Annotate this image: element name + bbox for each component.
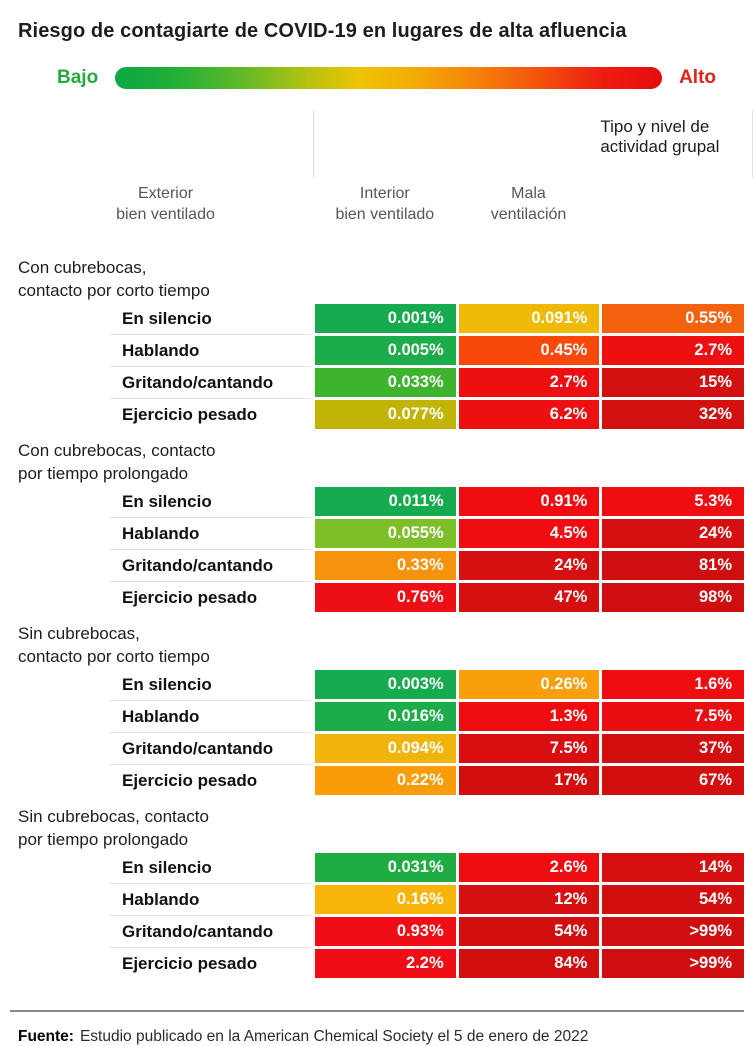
value-cell: 0.077% <box>315 400 456 429</box>
value-cell: 32% <box>602 400 744 429</box>
row-label: Gritando/cantando <box>18 366 313 397</box>
row-label: Hablando <box>18 883 313 914</box>
value-cell: 1.3% <box>458 702 600 731</box>
value-cell: 7.5% <box>458 734 600 763</box>
value-cell: 17% <box>458 766 600 795</box>
section-header: Con cubrebocas, contacto por corto tiempo <box>18 258 210 300</box>
value-cell: >99% <box>602 949 744 978</box>
column-divider <box>752 111 753 177</box>
value-cell: 0.16% <box>315 885 456 914</box>
value-cell: 0.055% <box>315 519 456 548</box>
value-cell: 5.3% <box>602 487 744 516</box>
value-cell: 84% <box>458 949 600 978</box>
row-label: Gritando/cantando <box>18 732 313 763</box>
page-title: Riesgo de contagiarte de COVID-19 en lug… <box>18 20 627 42</box>
value-cell: 37% <box>602 734 744 763</box>
source-label: Fuente: <box>18 1028 74 1045</box>
value-cell: 54% <box>602 885 744 914</box>
value-cell: 2.2% <box>315 949 456 978</box>
value-cell: 54% <box>458 917 600 946</box>
value-cell: 0.016% <box>315 702 456 731</box>
value-cell: 0.33% <box>315 551 456 580</box>
column-divider <box>313 111 314 177</box>
value-cell: 0.011% <box>315 487 456 516</box>
section-header: Sin cubrebocas, contacto por tiempo prolo… <box>18 807 209 849</box>
section-header: Sin cubrebocas, contacto por corto tiempo <box>18 624 210 666</box>
value-cell: 98% <box>602 583 744 612</box>
value-cell: 0.033% <box>315 368 456 397</box>
value-cell: 2.6% <box>458 853 600 882</box>
value-cell: 24% <box>458 551 600 580</box>
row-label: Hablando <box>18 334 313 365</box>
column-header-mala-ventilacion: Mala ventilación <box>490 185 567 223</box>
row-label: Ejercicio pesado <box>18 581 313 612</box>
footer-divider <box>10 1010 744 1012</box>
value-cell: 0.001% <box>315 304 456 333</box>
value-cell: 0.76% <box>315 583 456 612</box>
value-cell: 0.003% <box>315 670 456 699</box>
row-label: Gritando/cantando <box>18 915 313 946</box>
value-cell: 0.091% <box>458 304 600 333</box>
row-label: En silencio <box>18 670 313 699</box>
source-note: Fuente: Estudio publicado en la American … <box>18 1028 744 1046</box>
value-cell: 0.93% <box>315 917 456 946</box>
value-cell: 67% <box>602 766 744 795</box>
value-cell: 0.55% <box>602 304 744 333</box>
row-label: En silencio <box>18 487 313 516</box>
value-cell: 15% <box>602 368 744 397</box>
value-cell: >99% <box>602 917 744 946</box>
infographic: Riesgo de contagiarte de COVID-19 en lug… <box>0 20 754 1046</box>
value-cell: 0.031% <box>315 853 456 882</box>
value-cell: 1.6% <box>602 670 744 699</box>
row-label: Hablando <box>18 517 313 548</box>
value-cell: 2.7% <box>458 368 600 397</box>
value-cell: 7.5% <box>602 702 744 731</box>
value-cell: 2.7% <box>602 336 744 365</box>
row-label: Gritando/cantando <box>18 549 313 580</box>
legend-low-label: Bajo <box>57 67 99 88</box>
row-label: Hablando <box>18 700 313 731</box>
risk-legend: Bajo Alto <box>18 67 744 89</box>
value-cell: 81% <box>602 551 744 580</box>
value-cell: 0.094% <box>315 734 456 763</box>
section-header: Con cubrebocas, contacto por tiempo prolo… <box>18 441 216 483</box>
row-label: Ejercicio pesado <box>18 398 313 429</box>
risk-table: Tipo y nivel de actividad grupal Exterio… <box>18 111 753 978</box>
value-cell: 0.005% <box>315 336 456 365</box>
legend-high-label: Alto <box>679 67 716 88</box>
value-cell: 0.45% <box>458 336 600 365</box>
source-text: Estudio publicado en la American Chemica… <box>79 1028 589 1045</box>
value-cell: 14% <box>602 853 744 882</box>
risk-gradient-bar <box>115 67 663 89</box>
row-axis-label: Tipo y nivel de actividad grupal <box>600 117 720 156</box>
column-header-interior: Interior bien ventilado <box>335 185 435 223</box>
value-cell: 6.2% <box>458 400 600 429</box>
value-cell: 0.26% <box>458 670 600 699</box>
row-label: En silencio <box>18 304 313 333</box>
row-label: Ejercicio pesado <box>18 764 313 795</box>
column-header-exterior: Exterior bien ventilado <box>116 185 215 223</box>
value-cell: 4.5% <box>458 519 600 548</box>
value-cell: 24% <box>602 519 744 548</box>
value-cell: 12% <box>458 885 600 914</box>
value-cell: 0.22% <box>315 766 456 795</box>
value-cell: 47% <box>458 583 600 612</box>
value-cell: 0.91% <box>458 487 600 516</box>
row-label: Ejercicio pesado <box>18 947 313 978</box>
row-label: En silencio <box>18 853 313 882</box>
